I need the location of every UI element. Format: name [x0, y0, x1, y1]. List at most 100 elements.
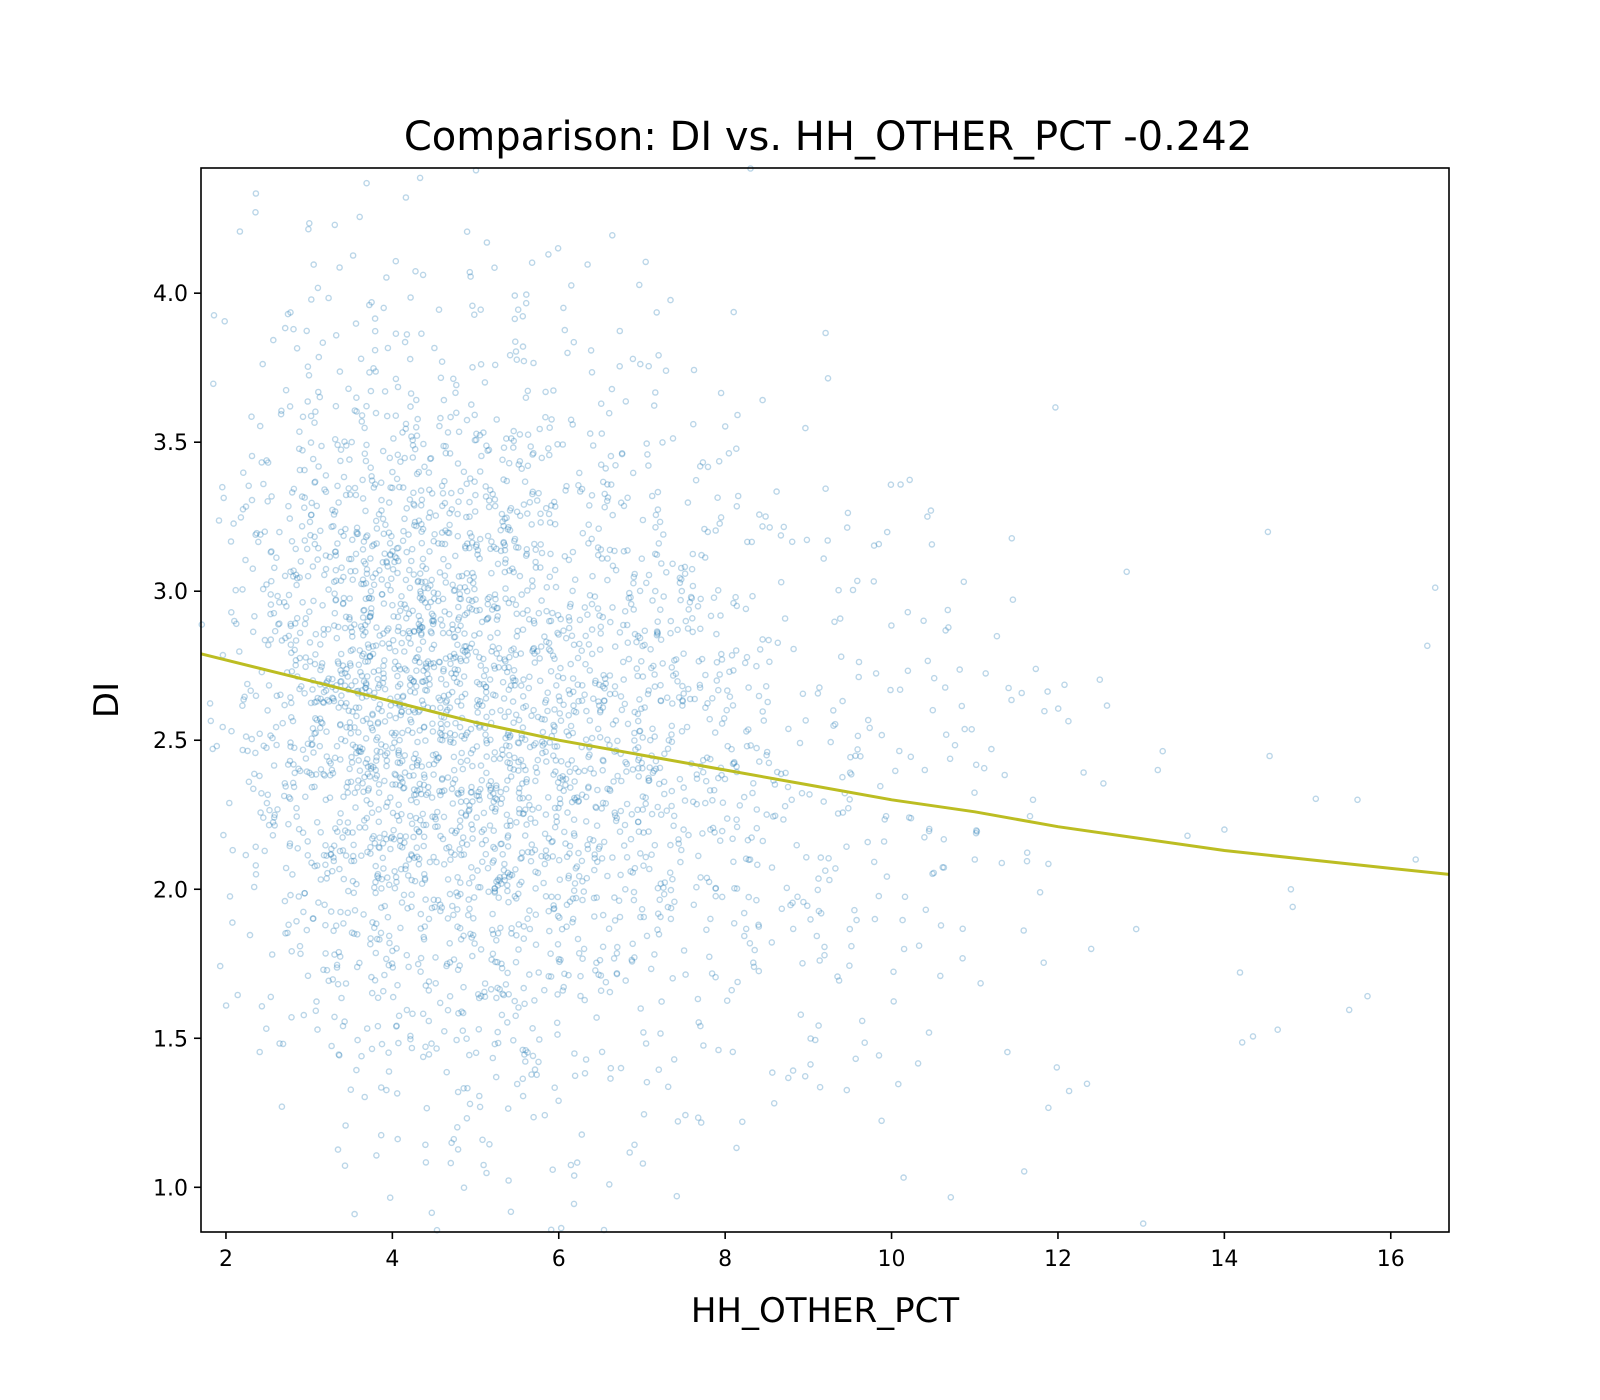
data-point [560, 304, 567, 312]
data-point [282, 386, 290, 394]
data-point [631, 1141, 638, 1149]
data-point [854, 732, 862, 740]
data-point [415, 517, 423, 525]
data-point [537, 541, 545, 548]
data-point [419, 562, 426, 570]
data-point [588, 626, 596, 633]
data-point [567, 416, 575, 424]
data-point [942, 627, 949, 634]
data-point [788, 538, 796, 546]
data-point [502, 785, 510, 793]
data-point [348, 753, 355, 761]
data-point [381, 550, 389, 558]
data-point [322, 921, 329, 929]
data-point [422, 982, 430, 989]
data-point [639, 734, 647, 741]
data-point [479, 1136, 486, 1144]
data-point [740, 793, 748, 801]
data-point [695, 658, 703, 665]
data-point [355, 661, 363, 669]
data-point [846, 962, 853, 970]
data-point [322, 687, 330, 694]
data-point [414, 738, 421, 746]
data-point [404, 872, 412, 879]
data-point [457, 798, 465, 806]
data-point [636, 587, 644, 595]
data-point [379, 447, 387, 455]
data-point [389, 781, 396, 788]
data-point [304, 363, 312, 371]
data-point [245, 778, 253, 786]
data-point [480, 672, 488, 680]
data-point [331, 548, 339, 556]
data-point [320, 631, 328, 639]
data-point [502, 742, 510, 749]
data-point [712, 527, 720, 534]
data-point [341, 703, 349, 710]
fit-line [200, 652, 1450, 876]
data-point [297, 558, 305, 565]
data-point [464, 651, 472, 659]
data-point [711, 729, 719, 736]
data-point [556, 876, 564, 884]
data-point [311, 660, 319, 668]
data-point [519, 343, 527, 350]
data-point [397, 865, 405, 873]
data-point [940, 864, 948, 871]
data-point [362, 684, 370, 692]
data-point [293, 918, 300, 925]
data-point [642, 794, 650, 802]
data-point [335, 1052, 343, 1059]
data-point [754, 861, 761, 869]
data-point [494, 882, 502, 889]
data-point [458, 809, 465, 817]
data-point [369, 711, 376, 719]
data-point [370, 581, 378, 589]
data-point [300, 908, 307, 916]
data-point [388, 960, 396, 967]
data-point [628, 958, 636, 965]
data-point [568, 282, 575, 289]
data-point [657, 636, 665, 644]
data-point [643, 932, 651, 940]
data-point [590, 837, 597, 844]
data-point [329, 769, 337, 777]
data-point [528, 521, 536, 528]
data-point [297, 950, 304, 958]
data-point [744, 538, 751, 546]
data-point [583, 874, 591, 882]
data-point [510, 645, 517, 653]
data-point [519, 626, 527, 634]
data-point [635, 773, 643, 780]
data-point [450, 911, 457, 919]
data-point [398, 708, 405, 715]
data-point [516, 457, 524, 465]
data-point [1139, 1220, 1147, 1227]
data-point [516, 431, 524, 438]
data-point [887, 481, 895, 489]
y-tick-label: 2.0 [153, 878, 188, 903]
data-point [481, 988, 488, 996]
data-point [639, 765, 646, 772]
data-point [287, 622, 295, 630]
data-point [392, 412, 400, 420]
data-point [666, 869, 674, 877]
data-point [597, 400, 605, 408]
data-point [303, 327, 311, 335]
data-point [657, 697, 665, 705]
data-point [746, 940, 754, 947]
data-point [530, 617, 538, 625]
data-point [360, 538, 368, 545]
data-point [450, 739, 457, 747]
data-point [514, 627, 521, 635]
data-point [371, 977, 379, 984]
y-axis: 1.01.52.02.53.03.54.0 [153, 282, 201, 1201]
data-point [462, 811, 470, 819]
data-point [677, 596, 684, 604]
data-point [365, 594, 373, 602]
data-point [507, 504, 515, 512]
data-point [370, 763, 377, 771]
data-point [398, 844, 406, 851]
data-point [679, 702, 686, 709]
